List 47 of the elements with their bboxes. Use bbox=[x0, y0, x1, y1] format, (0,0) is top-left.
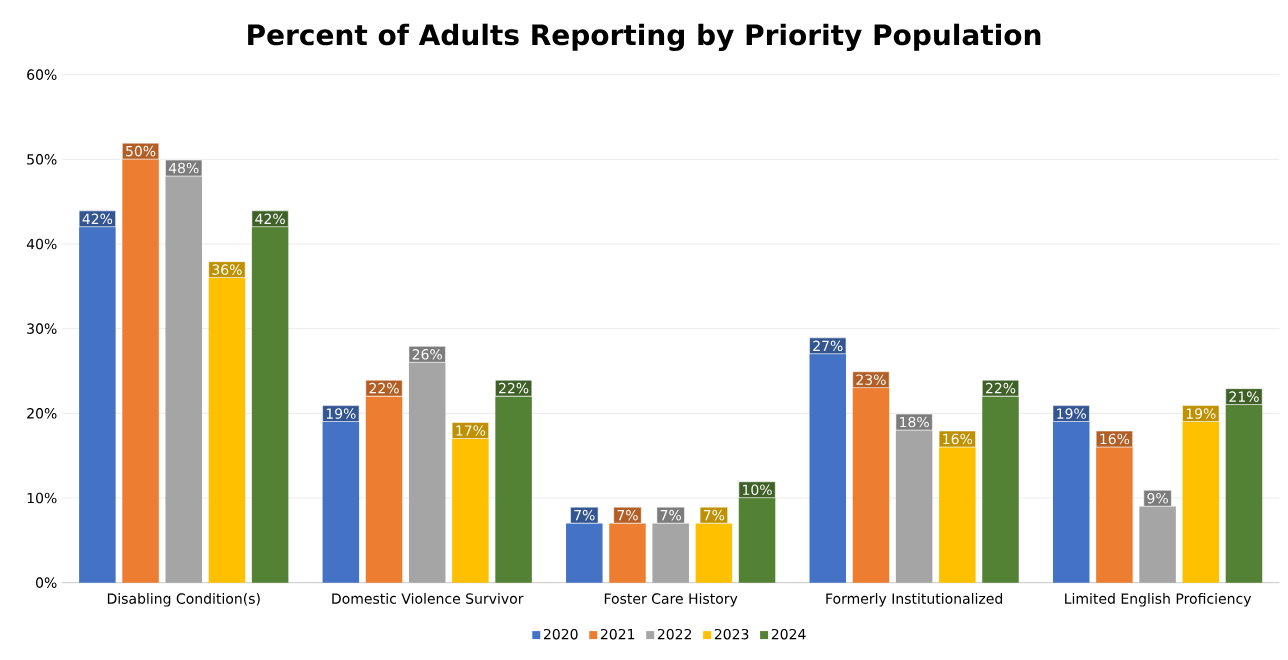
bar bbox=[79, 227, 116, 583]
chart-title: Percent of Adults Reporting by Priority Population bbox=[248, 23, 1041, 51]
x-tick-label: Foster Care History bbox=[604, 593, 738, 607]
legend-label: 2024 bbox=[771, 628, 806, 640]
data-label: 42% bbox=[82, 213, 113, 225]
x-tick-label: Limited English Proficiency bbox=[1065, 593, 1252, 607]
data-label: 48% bbox=[168, 162, 199, 174]
y-tick-label: 0% bbox=[36, 577, 57, 588]
data-label: 7% bbox=[660, 509, 681, 521]
data-label: 26% bbox=[412, 349, 442, 360]
y-tick-label: 30% bbox=[27, 323, 57, 334]
data-label: 16% bbox=[943, 433, 973, 445]
y-tick-label: 40% bbox=[26, 238, 57, 250]
x-tick-label: Domestic Violence Survivor bbox=[332, 593, 524, 604]
data-label: 42% bbox=[255, 213, 285, 225]
x-tick-label: Formerly Institutionalized bbox=[826, 593, 1003, 607]
legend-label: 2023 bbox=[714, 628, 749, 640]
bar bbox=[165, 176, 202, 583]
x-tick-label: Disabling Condition(s) bbox=[107, 593, 260, 607]
data-label: 50% bbox=[126, 145, 156, 157]
data-label: 7% bbox=[617, 509, 638, 521]
data-label: 19% bbox=[326, 408, 356, 419]
y-tick-label: 50% bbox=[27, 154, 57, 165]
legend-label: 2022 bbox=[657, 628, 692, 640]
data-label: 22% bbox=[499, 382, 529, 394]
data-label: 18% bbox=[900, 416, 929, 428]
data-label: 17% bbox=[456, 425, 486, 436]
legend-label: 2020 bbox=[543, 628, 578, 640]
y-tick-label: 60% bbox=[27, 69, 57, 80]
data-label: 7% bbox=[703, 509, 725, 521]
bar bbox=[695, 523, 733, 583]
data-label: 22% bbox=[369, 382, 399, 394]
data-label: 19% bbox=[1186, 408, 1216, 419]
data-label: 19% bbox=[1057, 408, 1086, 419]
y-tick-label: 10% bbox=[27, 492, 57, 504]
y-tick-label: 20% bbox=[27, 408, 57, 419]
data-label: 27% bbox=[813, 340, 843, 352]
legend-label: 2021 bbox=[600, 628, 635, 640]
data-label: 36% bbox=[212, 264, 242, 275]
data-label: 16% bbox=[1100, 433, 1130, 445]
data-label: 10% bbox=[743, 484, 772, 496]
data-label: 23% bbox=[856, 374, 886, 385]
data-label: 9% bbox=[1147, 492, 1168, 504]
data-label: 22% bbox=[985, 382, 1016, 394]
data-label: 21% bbox=[1229, 391, 1259, 402]
data-label: 7% bbox=[574, 509, 595, 521]
bar bbox=[982, 396, 1019, 583]
